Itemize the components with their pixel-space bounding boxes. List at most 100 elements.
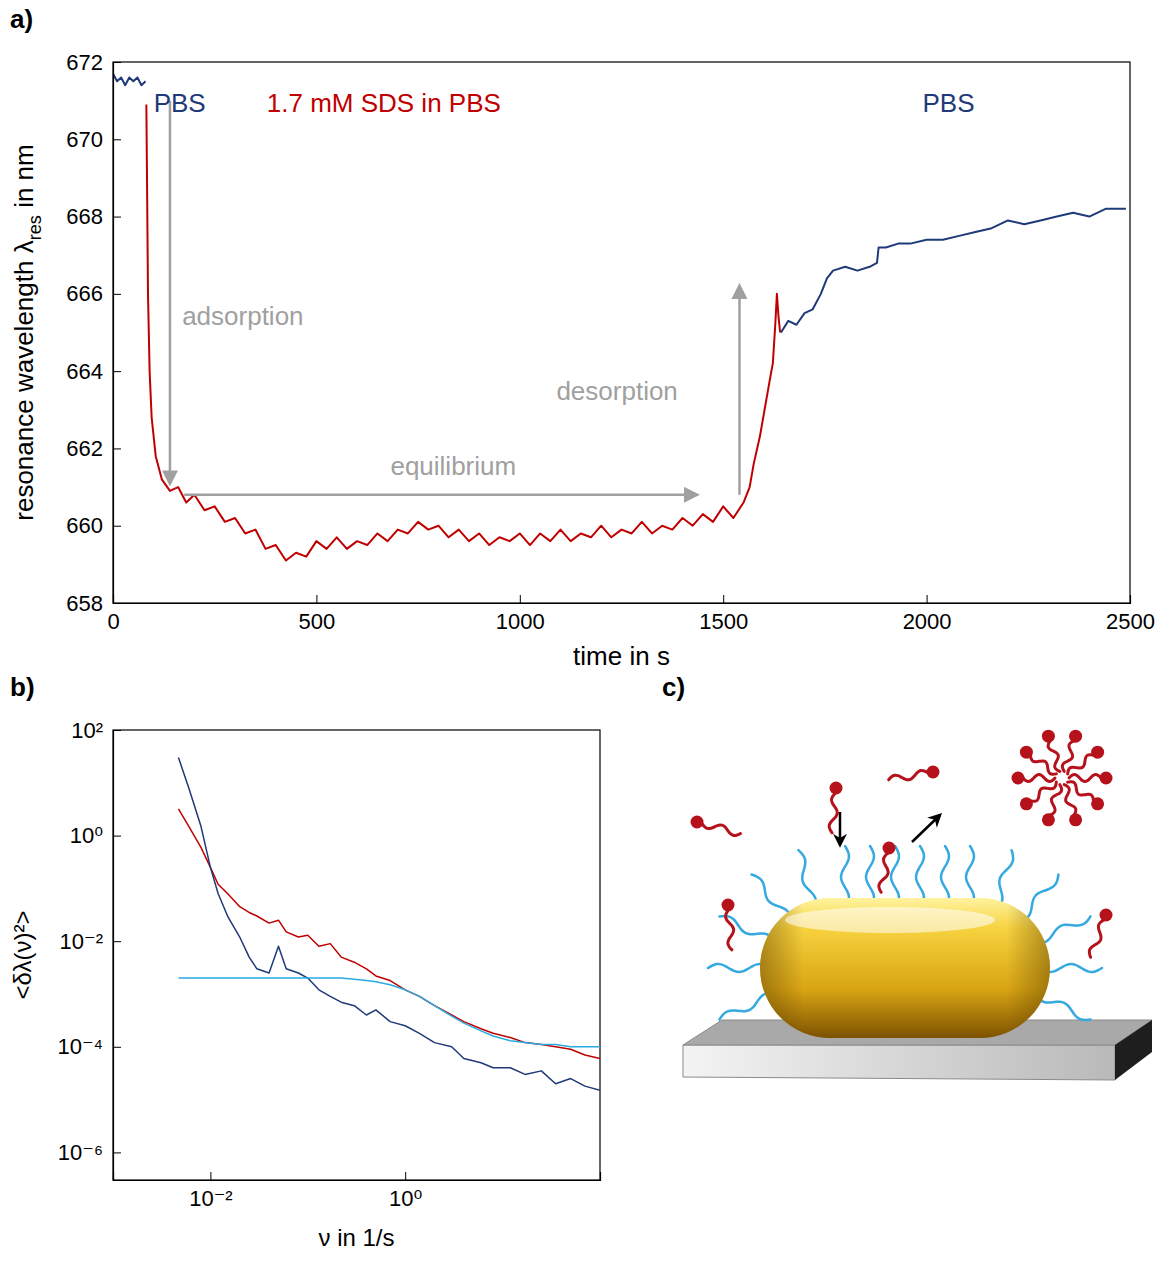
x-axis-line bbox=[114, 1172, 601, 1181]
y-tick: 10⁻⁴ bbox=[57, 1034, 121, 1059]
surfactant-head bbox=[927, 766, 940, 779]
substrate-front bbox=[683, 1045, 1115, 1080]
x-tick-label: 1500 bbox=[699, 609, 748, 634]
y-axis-title: <δλ(ν)²> bbox=[9, 911, 36, 1000]
surfactant-head bbox=[1020, 746, 1033, 759]
surfactant-tail bbox=[1089, 920, 1104, 958]
annotation: adsorption bbox=[182, 301, 303, 331]
y-axis-title-part: resonance wavelength λ bbox=[9, 240, 39, 520]
surfactant-head bbox=[1091, 797, 1104, 810]
y-tick-label: 10⁻⁴ bbox=[57, 1034, 103, 1059]
y-tick-label: 10⁰ bbox=[70, 823, 103, 848]
surfactant bbox=[1089, 909, 1112, 958]
surfactant-head bbox=[691, 816, 704, 829]
panel-letter: b) bbox=[10, 672, 35, 702]
surfactant-tail bbox=[1023, 775, 1055, 782]
y-axis: 10⁻⁶10⁻⁴10⁻²10⁰10² bbox=[57, 718, 121, 1181]
substrate-side bbox=[1115, 1020, 1152, 1080]
surfactant-head bbox=[1042, 730, 1055, 743]
x-axis: 10⁻²10⁰ bbox=[114, 1172, 601, 1211]
plot-0: 0500100015002000250065866066266466666867… bbox=[9, 50, 1155, 671]
annotation: equilibrium bbox=[390, 451, 516, 481]
y-tick-mark bbox=[113, 1047, 121, 1048]
surfactant-head bbox=[1069, 813, 1082, 826]
x-tick-mark bbox=[405, 1172, 406, 1180]
x-tick-mark bbox=[316, 595, 317, 603]
plot-1: 10⁻²10⁰10⁻⁶10⁻⁴10⁻²10⁰10²ν in 1/s<δλ(ν)²… bbox=[9, 718, 601, 1251]
x-tick-label: 2500 bbox=[1106, 609, 1155, 634]
surfactant-tail bbox=[829, 793, 837, 833]
x-tick: 2500 bbox=[1106, 595, 1155, 634]
y-tick-mark bbox=[113, 139, 121, 140]
x-tick-mark bbox=[723, 595, 724, 603]
exchange-arrow bbox=[912, 815, 940, 842]
surfactant bbox=[722, 899, 735, 950]
surfactant-head bbox=[1020, 797, 1033, 810]
x-tick-label: 500 bbox=[299, 609, 336, 634]
exchange-arrow bbox=[839, 812, 842, 845]
y-tick: 666 bbox=[66, 281, 121, 306]
x-tick-mark bbox=[210, 1172, 211, 1180]
y-axis-title: resonance wavelength λres in nm bbox=[9, 144, 45, 520]
annotation: 1.7 mM SDS in PBS bbox=[267, 88, 501, 118]
surfactant-tail bbox=[1069, 775, 1101, 782]
y-tick-label: 664 bbox=[66, 359, 103, 384]
y-tick-label: 10⁻² bbox=[60, 929, 103, 954]
data-line bbox=[781, 209, 1126, 333]
data-line bbox=[178, 758, 600, 1091]
surfactant-head bbox=[722, 899, 735, 912]
nanorod-schematic bbox=[683, 730, 1152, 1080]
x-tick-label: 10⁻² bbox=[189, 1186, 232, 1211]
x-axis-title: ν in 1/s bbox=[318, 1224, 394, 1251]
surfactant bbox=[1062, 730, 1082, 772]
surfactant-head bbox=[1091, 746, 1104, 759]
y-tick-label: 666 bbox=[66, 281, 103, 306]
y-tick-label: 668 bbox=[66, 204, 103, 229]
y-tick-label: 660 bbox=[66, 513, 103, 538]
surfactant-head bbox=[830, 782, 843, 795]
surfactant-tail bbox=[1030, 782, 1056, 801]
surfactant bbox=[691, 816, 741, 836]
surfactant bbox=[1068, 746, 1104, 774]
surfactant-head bbox=[1012, 772, 1025, 785]
y-tick-label: 670 bbox=[66, 127, 103, 152]
x-tick: 1000 bbox=[496, 595, 545, 634]
panel-letter: a) bbox=[10, 4, 33, 34]
y-axis-line bbox=[114, 63, 122, 604]
plot-frame bbox=[113, 62, 1130, 603]
surfactant-tail bbox=[702, 823, 741, 835]
y-tick-mark bbox=[113, 526, 121, 527]
surfactant-tail bbox=[1068, 782, 1094, 801]
y-tick: 658 bbox=[66, 591, 121, 616]
y-tick-label: 662 bbox=[66, 436, 103, 461]
surfactant bbox=[1020, 782, 1056, 810]
y-tick: 668 bbox=[66, 204, 121, 229]
x-tick: 500 bbox=[299, 595, 336, 634]
y-tick: 10⁻² bbox=[60, 929, 121, 954]
y-tick-mark bbox=[113, 1152, 121, 1153]
y-tick-mark bbox=[113, 62, 121, 63]
y-tick-mark bbox=[113, 448, 121, 449]
y-tick: 662 bbox=[66, 436, 121, 461]
x-tick: 1500 bbox=[699, 595, 748, 634]
surfactant bbox=[889, 766, 940, 780]
surfactant-tail bbox=[1068, 755, 1094, 774]
x-axis-line bbox=[114, 595, 1131, 604]
y-tick: 10⁻⁶ bbox=[58, 1140, 121, 1165]
surfactant-head bbox=[1042, 813, 1055, 826]
x-tick-mark bbox=[520, 595, 521, 603]
surfactant-head bbox=[883, 842, 896, 855]
lines bbox=[113, 74, 1126, 561]
x-tick-mark bbox=[1130, 595, 1131, 603]
x-tick-label: 2000 bbox=[903, 609, 952, 634]
plot-frame bbox=[113, 730, 600, 1180]
y-tick-mark bbox=[113, 941, 121, 942]
surfactant-tail bbox=[726, 910, 734, 950]
nanorod bbox=[760, 898, 1050, 1038]
y-tick-label: 658 bbox=[66, 591, 103, 616]
y-tick-mark bbox=[113, 730, 121, 731]
data-line bbox=[113, 74, 146, 86]
annotation-arrow bbox=[169, 101, 172, 484]
surfactant bbox=[1064, 785, 1082, 827]
nanorod-shade bbox=[760, 898, 1050, 1038]
